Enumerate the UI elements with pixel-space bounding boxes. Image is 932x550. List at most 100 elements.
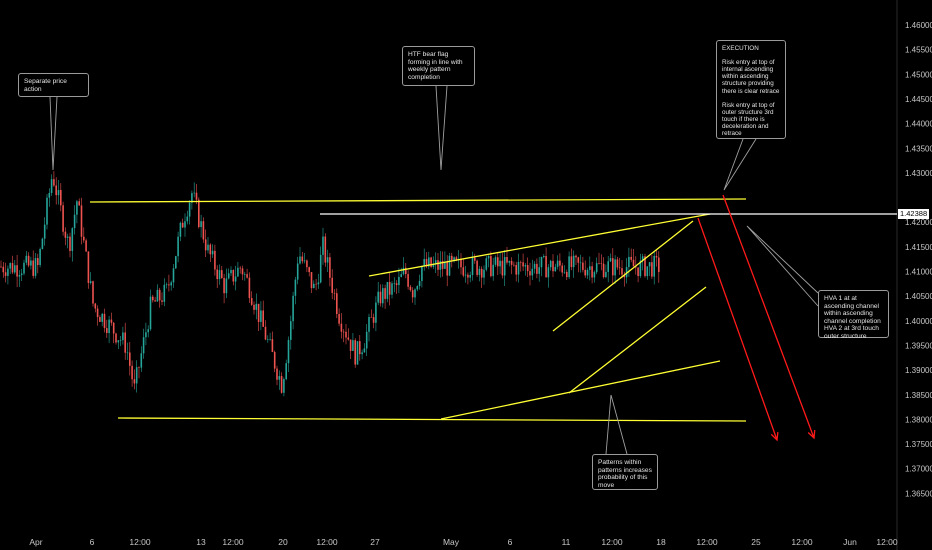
candle-body [177,236,179,257]
projection-arrow-2[interactable] [722,194,815,439]
candle-body [53,179,55,186]
candle-body [163,284,166,302]
candle-body [464,274,467,276]
candle-body [142,337,145,354]
annotation-htf-bear-flag[interactable]: HTF bear flag forming in line with weekl… [402,46,475,86]
inner-channel-upper-line[interactable] [552,220,694,332]
candle-body [186,216,189,222]
candle-body [386,281,389,299]
candle-body [188,202,191,217]
candle-body [653,255,655,277]
x-tick-label: 12:00 [222,537,244,547]
connector-htf-bear-flag [435,85,448,171]
candle-body [30,260,32,266]
candle-body [168,284,170,286]
candle-body [200,221,202,228]
candle-body [278,376,281,380]
annotation-execution[interactable]: EXECUTION Risk entry at top of internal … [716,40,786,139]
candle-body [122,332,124,341]
candle-body [66,236,69,238]
candle-body [361,352,363,355]
candle-body [584,269,586,276]
candle-body [214,250,216,270]
candle-body [365,331,368,349]
candle-body [393,283,396,284]
candle-body [347,337,350,340]
price-axis[interactable]: 1.46000 1.45500 1.45000 1.44500 1.44000 1.435… [905,21,932,498]
outer-channel-upper-line[interactable] [368,213,711,277]
candle-body [221,270,223,278]
candle-body [421,266,423,281]
candle-body [547,267,550,278]
candle-body [411,290,414,298]
candle-body [207,244,209,251]
candle-body [501,260,504,276]
outer-channel-lower-line[interactable] [440,360,721,420]
projection-arrow-1[interactable] [697,217,778,441]
candle-body [356,341,359,365]
candle-body [262,310,264,327]
candle-body [181,222,184,228]
candle-body [108,319,110,334]
candle-body [398,276,400,286]
candle-body [64,231,67,238]
candle-body [428,257,430,267]
candle-body [57,190,60,196]
candle-body [0,266,2,268]
candle-body [607,261,609,272]
y-tick-label: 1.39000 [905,366,932,375]
flag-top-horizontal-line[interactable] [89,198,747,203]
candle-body [614,259,616,276]
candle-body [129,352,131,366]
candle-body [131,365,133,380]
candle-body [46,197,48,225]
time-axis[interactable]: Apr 6 12:00 13 12:00 20 12:00 27 May 6 11 12:00 18 12… [29,537,898,547]
candle-body [354,340,356,365]
candle-body [549,260,552,268]
candle-body [437,260,439,270]
candle-body [324,236,327,263]
candle-body [593,272,596,278]
candle-body [425,259,428,267]
candle-body [34,258,37,276]
y-tick-label: 1.37500 [905,440,932,449]
candle-body [7,268,9,276]
y-tick-label: 1.38500 [905,391,932,400]
candle-body [271,339,274,353]
candle-body [600,263,603,264]
candle-body [517,261,520,275]
candle-body [198,199,200,228]
annotation-separate-price-action[interactable]: Separate price action [18,73,89,97]
candle-body [559,260,561,266]
candle-body [331,277,333,293]
candle-body [526,265,529,272]
candle-body [315,283,317,285]
annotation-hva[interactable]: HVA 1 at at ascending channel within asc… [818,290,889,340]
inner-channel-lower-line[interactable] [568,286,707,394]
candle-body [531,268,534,276]
candle-body [303,260,306,262]
candle-body [170,282,172,286]
candle-body [609,258,612,262]
annotation-patterns-within-patterns[interactable]: Patterns within patterns increases proba… [592,454,658,490]
projection-arrow-1-head [770,431,779,442]
candle-body [147,329,149,333]
y-tick-label: 1.46000 [905,21,932,30]
candle-body [87,251,90,283]
candle-body [536,263,538,274]
candle-body [377,291,379,303]
candle-body [71,228,74,251]
candle-body [572,255,575,268]
flag-bottom-horizontal-line[interactable] [117,417,747,422]
candle-body [570,256,573,268]
candle-body [345,331,347,338]
candle-body [370,317,373,318]
candle-body [582,262,584,270]
x-tick-label: May [443,537,460,547]
candle-body [48,193,51,198]
candle-body [460,258,462,268]
candle-body [154,300,156,302]
candle-body [439,260,442,270]
x-tick-label: 12:00 [791,537,813,547]
candle-body [16,265,18,277]
